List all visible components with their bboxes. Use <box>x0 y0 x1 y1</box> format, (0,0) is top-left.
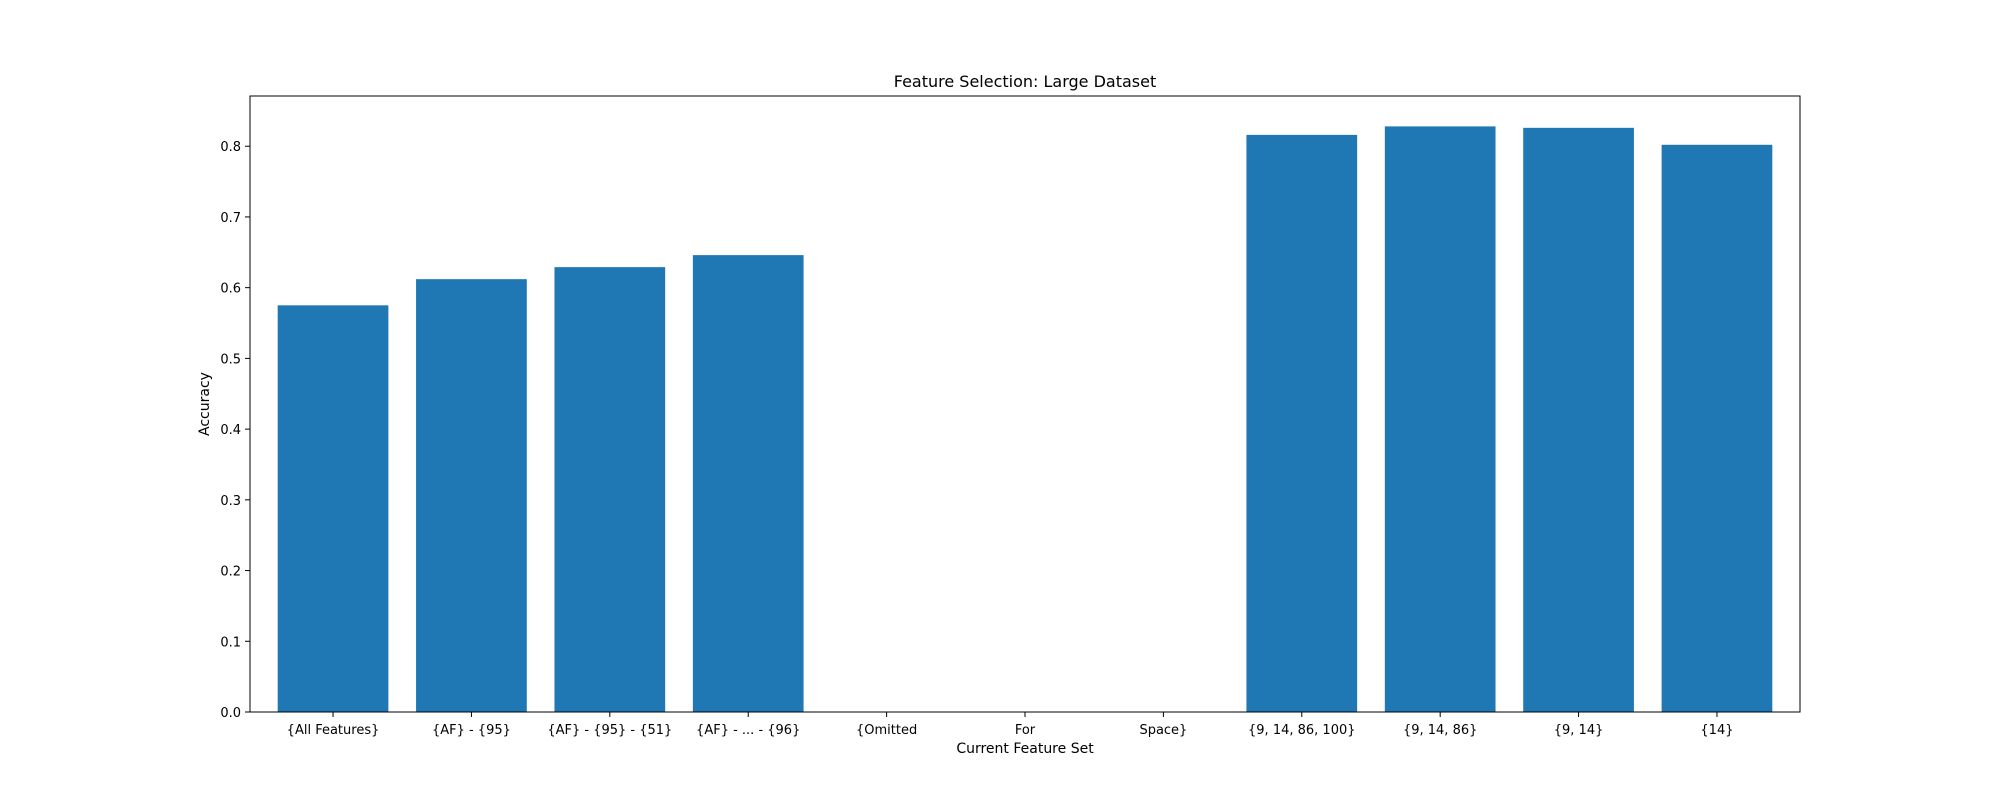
y-tick-label: 0.1 <box>220 635 241 650</box>
bar <box>1384 126 1496 712</box>
bar <box>692 255 804 712</box>
y-axis-title: Accuracy <box>197 372 213 436</box>
chart-title: Feature Selection: Large Dataset <box>894 72 1157 91</box>
y-tick-label: 0.7 <box>220 211 241 226</box>
x-tick-label: {AF} - ... - {96} <box>696 723 800 738</box>
x-tick-label: {9, 14, 86} <box>1403 723 1477 738</box>
bar <box>277 305 389 712</box>
bar <box>1523 127 1634 712</box>
x-tick-label: Space} <box>1139 723 1187 738</box>
x-tick-label: For <box>1015 723 1036 738</box>
x-tick-label: {All Features} <box>287 723 380 738</box>
bar <box>416 279 527 712</box>
y-tick-label: 0.8 <box>220 140 241 155</box>
bar <box>554 267 666 712</box>
y-tick-label: 0.4 <box>220 423 241 438</box>
bar <box>1661 144 1773 713</box>
y-tick-label: 0.2 <box>220 565 241 580</box>
y-tick-label: 0.5 <box>220 352 241 367</box>
bar <box>1246 134 1358 712</box>
x-tick-label: {9, 14, 86, 100} <box>1248 723 1356 738</box>
x-tick-label: {AF} - {95} <box>432 723 511 738</box>
y-tick-label: 0.6 <box>220 282 241 297</box>
x-axis-title: Current Feature Set <box>956 741 1094 757</box>
y-tick-label: 0.0 <box>220 706 241 721</box>
x-axis: {All Features} {AF} - {95} {AF} - {95} - {… <box>287 712 1734 738</box>
x-tick-label: {Omitted <box>856 723 917 738</box>
x-tick-label: {14} <box>1700 723 1733 738</box>
y-tick-label: 0.3 <box>220 494 241 509</box>
x-tick-label: {9, 14} <box>1554 723 1604 738</box>
y-axis: 0.0 0.1 0.2 0.3 0.4 0.5 0.6 0.7 0.8 <box>220 140 250 721</box>
bars-group <box>277 126 1773 713</box>
x-tick-label: {AF} - {95} - {51} <box>547 723 672 738</box>
